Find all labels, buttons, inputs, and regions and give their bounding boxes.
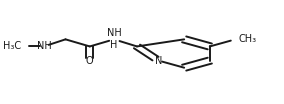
Text: H: H [110,40,118,50]
Text: H₃C: H₃C [3,41,21,51]
Text: NH: NH [37,41,51,51]
Text: O: O [86,56,94,66]
Text: NH: NH [107,28,122,38]
Text: N: N [155,56,162,66]
Text: CH₃: CH₃ [238,34,256,44]
